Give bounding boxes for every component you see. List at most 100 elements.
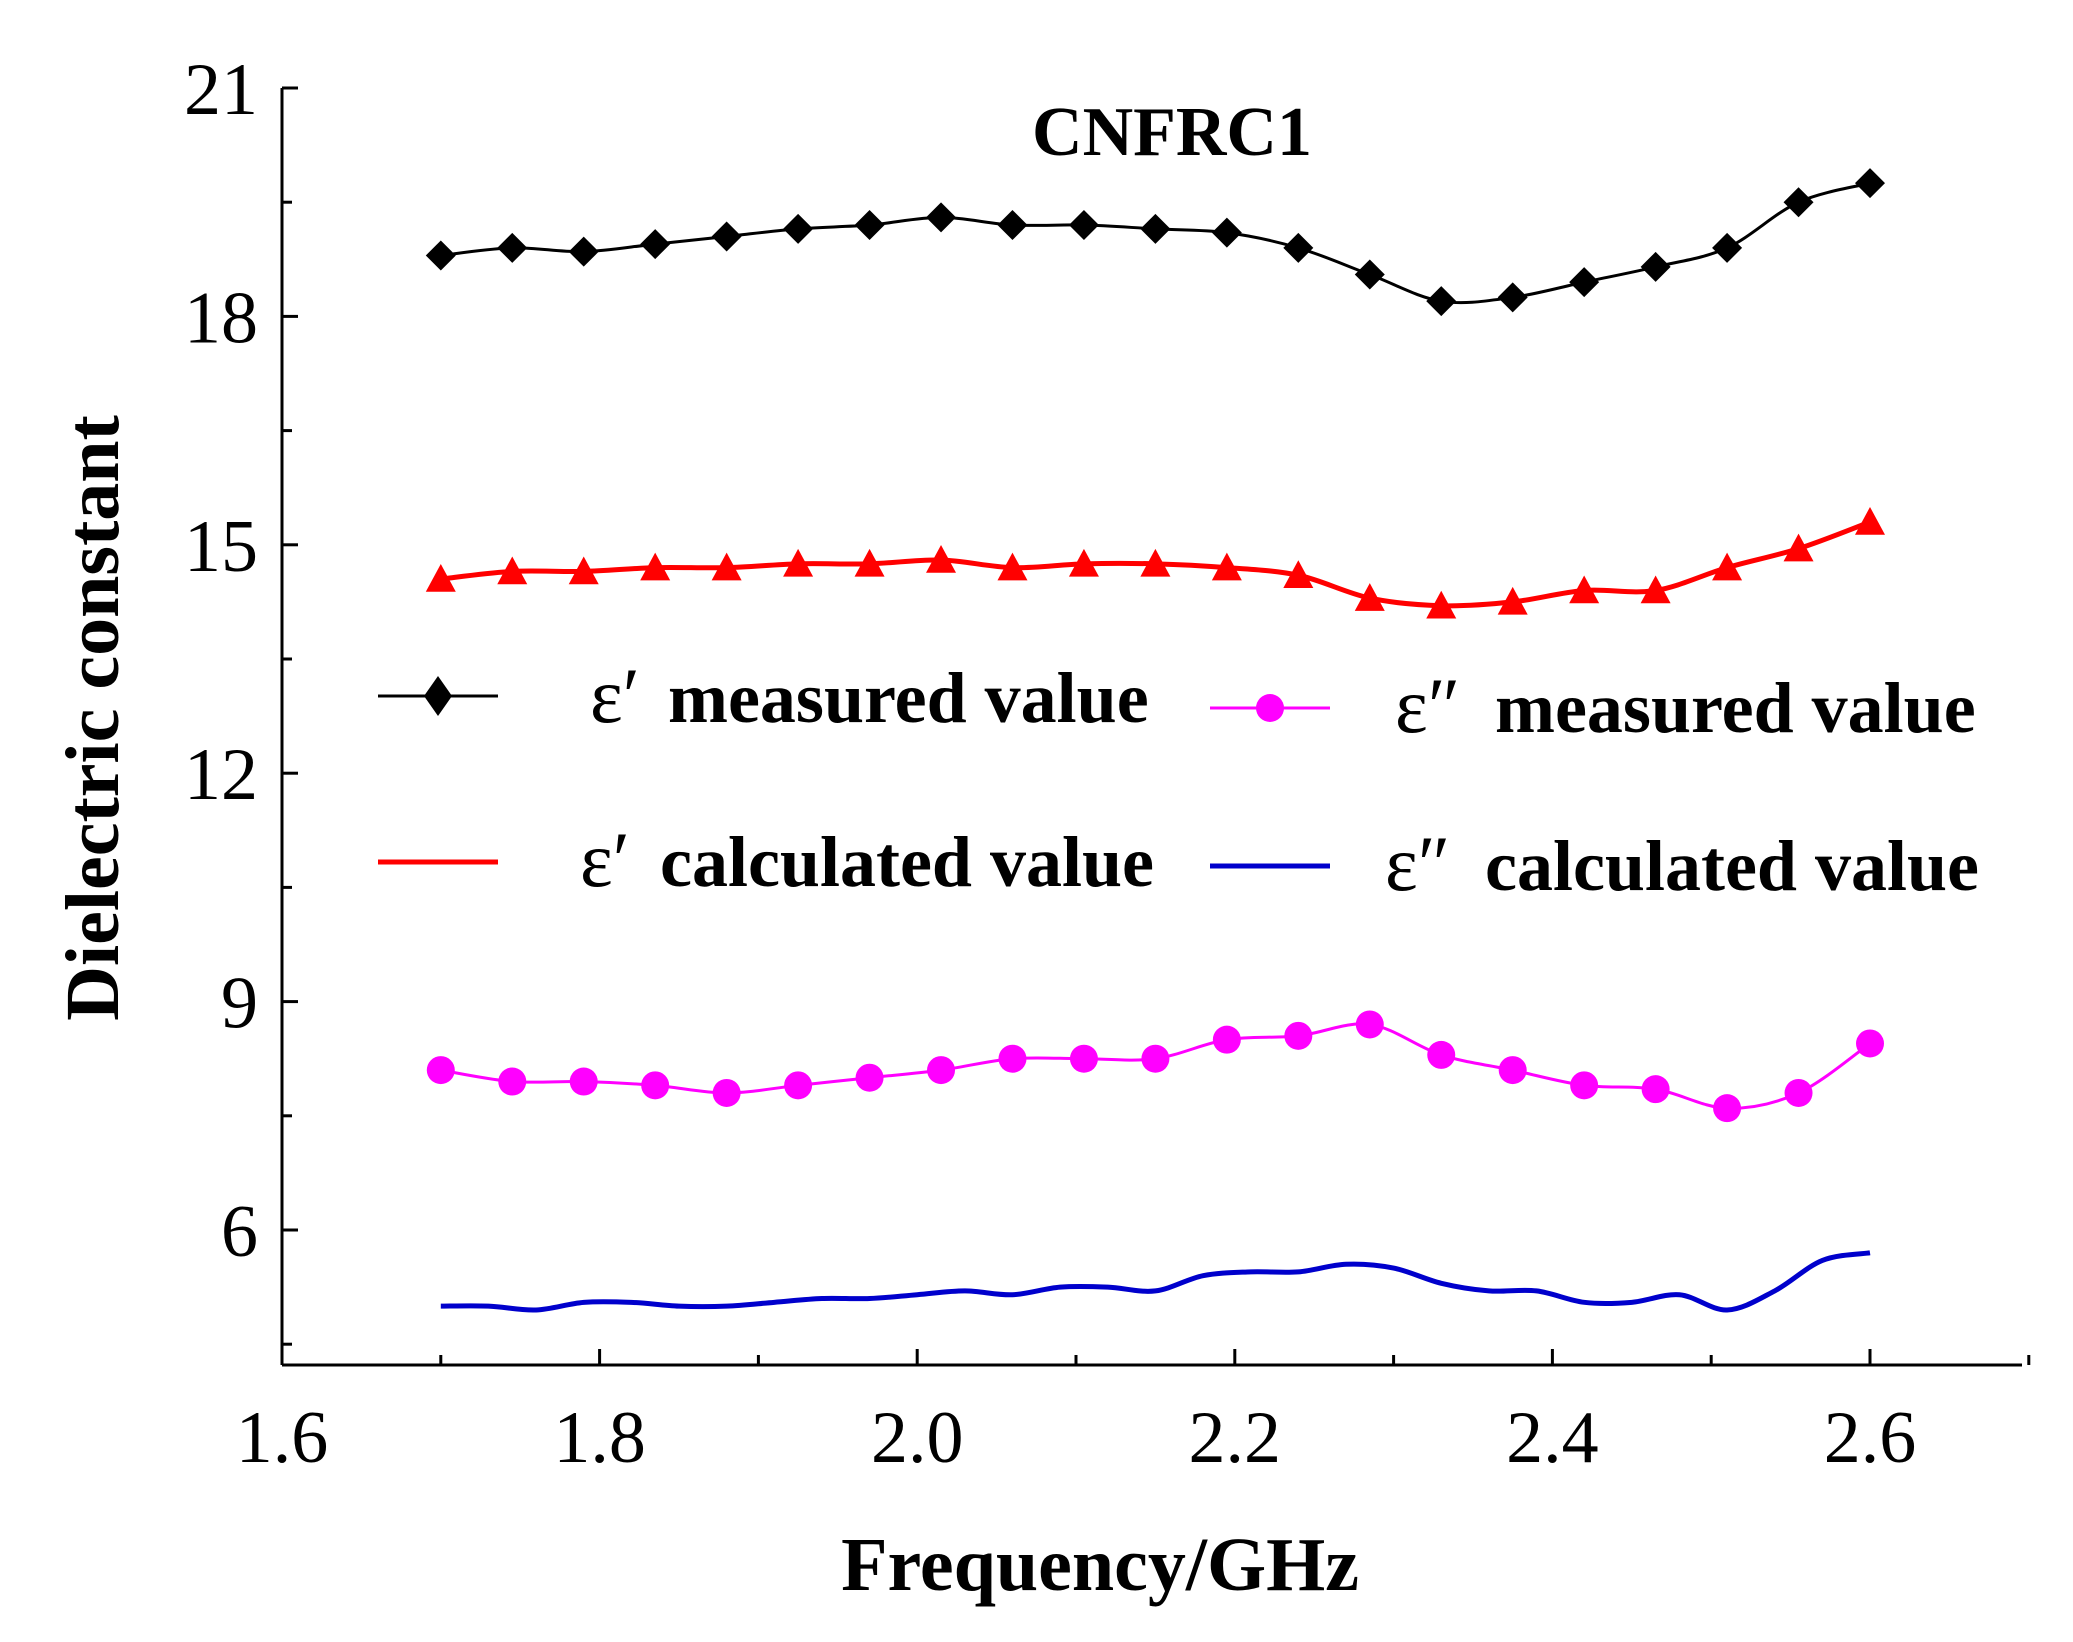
data-point-diamond xyxy=(997,210,1028,241)
data-point-triangle xyxy=(1283,560,1314,589)
y-tick-label: 15 xyxy=(184,506,258,588)
data-point-diamond xyxy=(1211,217,1242,248)
data-point-circle xyxy=(1284,1021,1313,1050)
data-point-triangle xyxy=(1640,575,1671,604)
x-ticks: 1.6 1.8 2.0 2.2 2.4 2.6 xyxy=(236,1349,2031,1479)
data-point-circle xyxy=(498,1067,527,1096)
legend-label-eps1-calculated: calculated value xyxy=(660,822,1154,902)
data-point-diamond xyxy=(425,240,456,271)
data-point-circle xyxy=(1713,1094,1742,1123)
data-point-triangle xyxy=(711,552,742,581)
y-tick-label: 6 xyxy=(221,1191,258,1273)
data-point-circle xyxy=(998,1044,1027,1073)
data-point-circle xyxy=(1784,1078,1813,1107)
y-tick-label: 9 xyxy=(221,963,258,1045)
legend-item-eps1-calculated: ε′ calculated value xyxy=(378,816,1154,903)
data-point-diamond xyxy=(1354,259,1385,290)
data-point-circle xyxy=(569,1067,598,1096)
y-tick-label: 21 xyxy=(184,49,258,131)
series-line xyxy=(440,1250,1871,1313)
series-3 xyxy=(440,1250,1871,1313)
data-point-diamond xyxy=(1068,210,1099,241)
data-point-diamond xyxy=(1140,213,1171,244)
legend-item-eps2-calculated: ε″ calculated value xyxy=(1210,820,1979,907)
x-axis-title: Frequency/GHz xyxy=(841,1523,1359,1607)
data-point-circle xyxy=(712,1078,741,1107)
data-point-diamond xyxy=(711,221,742,252)
data-point-triangle xyxy=(1211,552,1242,581)
data-point-circle xyxy=(426,1056,455,1085)
data-point-triangle xyxy=(1569,575,1600,604)
data-point-diamond xyxy=(854,210,885,241)
series-0 xyxy=(425,168,1885,317)
series-2 xyxy=(426,1010,1884,1123)
y-axis-title: Dielectric constant xyxy=(51,415,135,1021)
y-tick-label: 18 xyxy=(184,277,258,359)
data-point-triangle xyxy=(854,548,885,577)
y-ticks: 6 9 12 15 18 21 xyxy=(184,49,298,1346)
data-point-circle xyxy=(1212,1025,1241,1054)
data-point-diamond xyxy=(1283,232,1314,263)
data-point-triangle xyxy=(1426,590,1457,619)
legend-symbol-eps2-measured: ε″ xyxy=(1395,662,1460,749)
series-layer xyxy=(425,168,1885,1313)
data-point-triangle xyxy=(997,552,1028,581)
data-point-triangle xyxy=(497,556,528,585)
data-point-diamond xyxy=(1426,286,1457,317)
legend-symbol-eps1-calculated: ε′ xyxy=(580,816,630,903)
data-point-diamond xyxy=(568,236,599,267)
data-point-circle xyxy=(1856,1029,1884,1058)
data-point-diamond xyxy=(1497,282,1528,313)
data-point-circle xyxy=(855,1063,884,1092)
data-point-triangle xyxy=(1068,548,1099,577)
data-point-circle xyxy=(1427,1040,1456,1069)
data-point-circle xyxy=(927,1056,956,1085)
x-tick-label: 2.4 xyxy=(1506,1397,1599,1479)
legend-label-eps1-measured: measured value xyxy=(668,658,1149,738)
x-tick-label: 1.8 xyxy=(553,1397,646,1479)
data-point-diamond xyxy=(1712,232,1743,263)
data-point-triangle xyxy=(926,545,957,573)
data-point-diamond xyxy=(1569,267,1600,298)
legend-label-eps2-measured: measured value xyxy=(1495,668,1976,748)
data-point-circle xyxy=(784,1071,813,1100)
legend-circle-marker xyxy=(1256,694,1284,722)
x-tick-label: 2.6 xyxy=(1824,1397,1917,1479)
x-tick-label: 2.2 xyxy=(1189,1397,1282,1479)
data-point-triangle xyxy=(425,564,456,592)
x-tick-label: 2.0 xyxy=(871,1397,964,1479)
legend-label-eps2-calculated: calculated value xyxy=(1485,826,1979,906)
data-point-diamond xyxy=(1855,168,1885,199)
legend-item-eps2-measured: ε″ measured value xyxy=(1210,662,1976,749)
data-point-diamond xyxy=(783,213,814,244)
data-point-circle xyxy=(641,1071,670,1100)
legend: ε′ measured value ε″ measured value ε′ c… xyxy=(378,652,1979,907)
data-point-circle xyxy=(1641,1075,1670,1104)
axes xyxy=(280,88,2022,1367)
data-point-diamond xyxy=(1640,251,1671,282)
data-point-circle xyxy=(1069,1044,1098,1073)
data-point-circle xyxy=(1355,1010,1384,1039)
data-point-circle xyxy=(1570,1071,1599,1100)
data-point-diamond xyxy=(497,232,528,263)
data-point-circle xyxy=(1498,1056,1527,1085)
series-1 xyxy=(425,506,1885,619)
data-point-triangle xyxy=(568,556,599,585)
data-point-triangle xyxy=(640,552,671,581)
data-point-triangle xyxy=(1354,583,1385,611)
data-point-circle xyxy=(1141,1044,1170,1073)
legend-diamond-marker xyxy=(424,676,452,716)
data-point-diamond xyxy=(926,202,957,233)
x-tick-label: 1.6 xyxy=(236,1397,329,1479)
legend-symbol-eps1-measured: ε′ xyxy=(590,652,640,739)
data-point-triangle xyxy=(1140,548,1171,577)
data-point-triangle xyxy=(783,548,814,577)
data-point-triangle xyxy=(1855,506,1885,535)
data-point-diamond xyxy=(1783,187,1814,218)
y-tick-label: 12 xyxy=(184,734,258,816)
data-point-triangle xyxy=(1712,552,1743,581)
legend-item-eps1-measured: ε′ measured value xyxy=(378,652,1149,739)
data-point-triangle xyxy=(1783,533,1814,562)
chart-title: CNFRC1 xyxy=(1032,94,1312,171)
